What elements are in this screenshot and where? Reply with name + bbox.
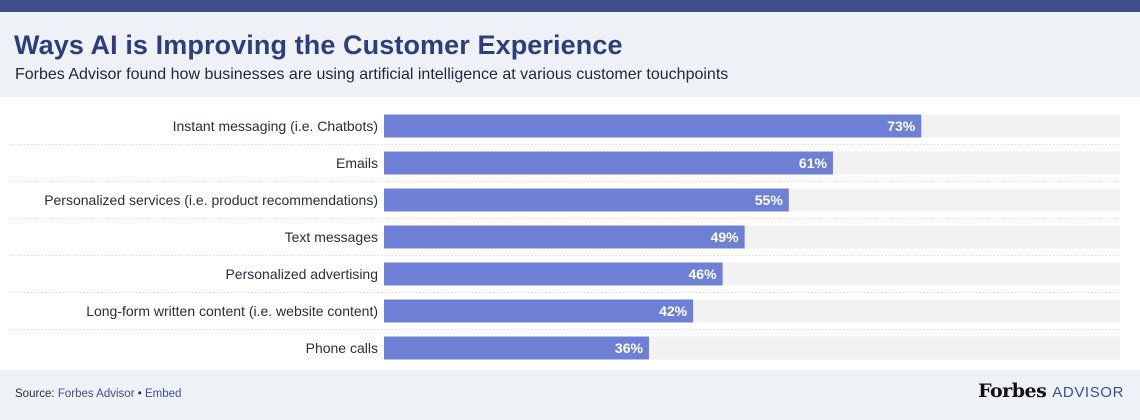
bar [384,188,789,212]
bar [384,114,922,138]
bar [384,262,723,286]
category-label: Personalized services (i.e. product reco… [44,192,378,208]
category-label: Long-form written content (i.e. website … [86,303,378,319]
value-label: 46% [689,266,718,282]
bar [384,225,745,249]
chart-area: Instant messaging (i.e. Chatbots) 73% Emai… [0,97,1140,370]
category-label: Instant messaging (i.e. Chatbots) [173,118,378,134]
chart-title: Ways AI is Improving the Customer Experi… [14,30,623,60]
source-prefix: Source: [15,388,58,400]
bar [384,151,833,175]
value-label: 49% [711,229,740,245]
logo-advisor-text: ADVISOR [1052,384,1124,401]
value-label: 36% [615,340,644,356]
source-separator: • [134,388,145,400]
footer: Source: Forbes Advisor • Embed Forbes AD… [0,370,1140,420]
category-label: Phone calls [306,340,378,356]
source-link[interactable]: Forbes Advisor [57,388,135,400]
category-label: Emails [336,155,378,171]
value-label: 73% [887,118,916,134]
bar-chart: Instant messaging (i.e. Chatbots) 73% Emai… [10,114,1120,360]
forbes-advisor-logo: Forbes ADVISOR [978,380,1124,402]
bar [384,299,694,323]
embed-link[interactable]: Embed [144,388,182,400]
top-accent-bar [0,0,1140,12]
logo-forbes-text: Forbes [978,380,1047,402]
source-line: Source: Forbes Advisor • Embed [15,388,181,400]
value-label: 42% [659,303,688,319]
bar [384,336,649,360]
value-label: 61% [799,155,828,171]
chart-subtitle: Forbes Advisor found how businesses are … [15,66,729,83]
category-label: Text messages [285,229,378,245]
value-label: 55% [755,192,784,208]
category-label: Personalized advertising [225,266,378,282]
header: Ways AI is Improving the Customer Experi… [0,12,1140,97]
